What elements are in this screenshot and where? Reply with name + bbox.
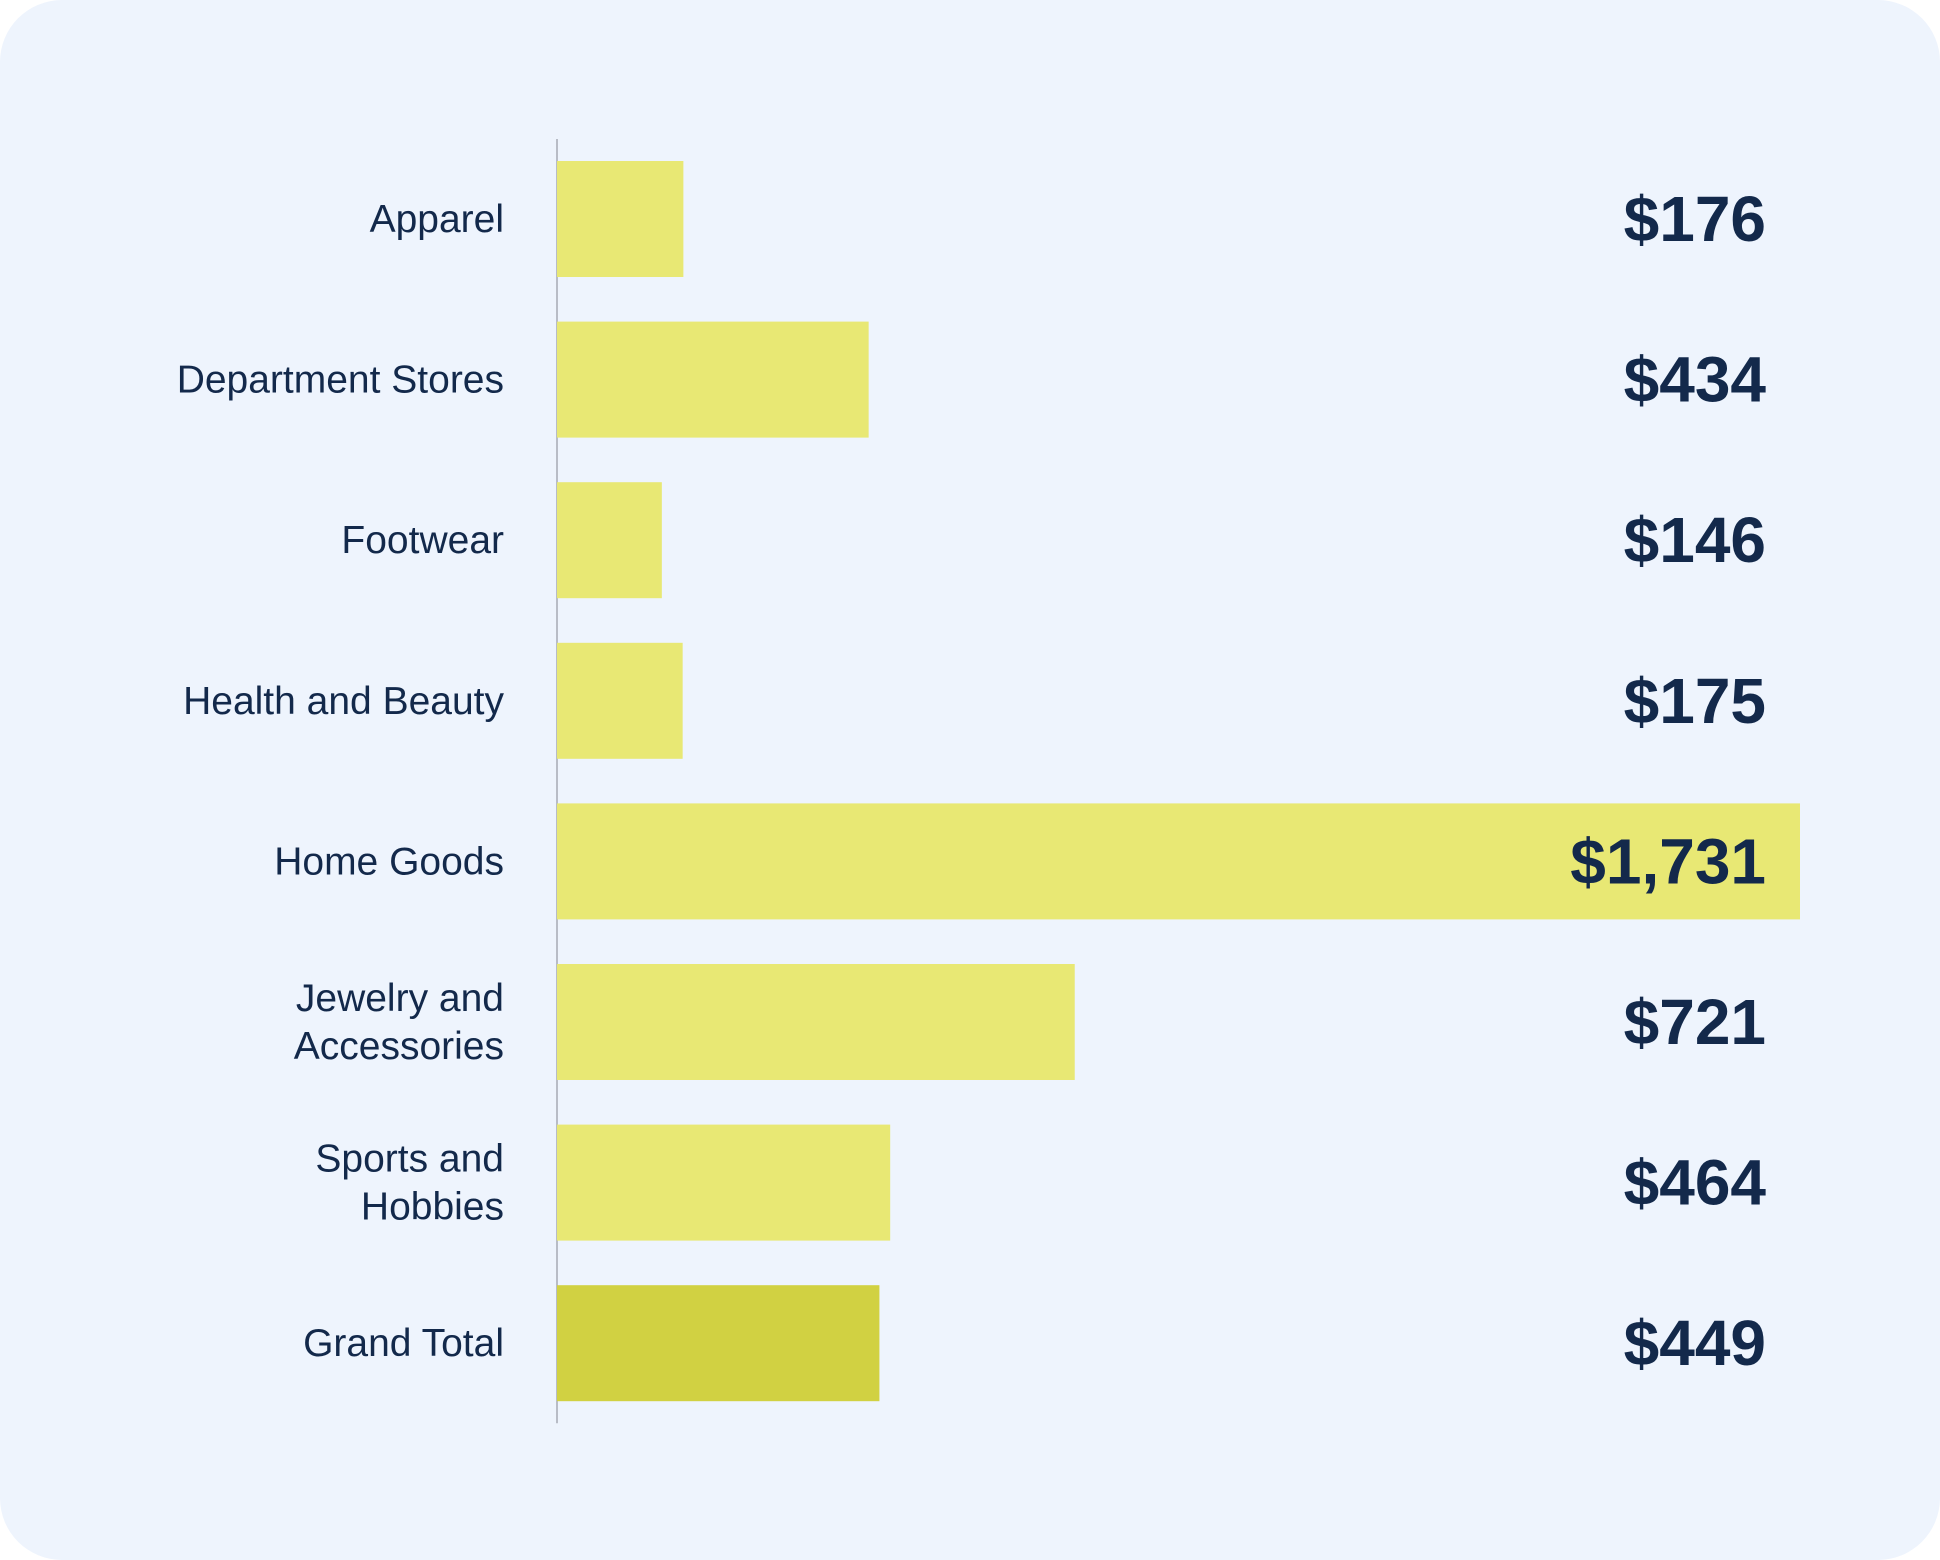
bar-6 — [557, 1124, 891, 1241]
value-label: $434 — [1624, 344, 1767, 416]
category-label: Sports and Hobbies — [315, 1138, 504, 1229]
bar-4 — [557, 803, 1800, 920]
bar-5 — [557, 964, 1075, 1080]
bar-2 — [557, 482, 662, 599]
value-label: $449 — [1624, 1307, 1766, 1379]
bar-3 — [557, 642, 683, 759]
category-label: Apparel — [370, 198, 504, 241]
category-label: Grand Total — [303, 1322, 504, 1365]
value-label: $176 — [1624, 183, 1766, 255]
category-label: Jewelry and Accessories — [294, 977, 504, 1068]
value-label: $464 — [1624, 1147, 1767, 1219]
value-label: $146 — [1624, 504, 1766, 576]
category-label: Footwear — [341, 519, 504, 562]
bar-7 — [557, 1285, 880, 1402]
category-label: Health and Beauty — [183, 680, 504, 723]
category-label: Home Goods — [274, 840, 504, 883]
value-label: $175 — [1624, 665, 1766, 737]
bar-1 — [557, 321, 869, 438]
value-label: $1,731 — [1570, 825, 1766, 897]
value-label: $721 — [1624, 986, 1766, 1058]
bar-0 — [557, 161, 684, 277]
category-label: Department Stores — [177, 359, 504, 402]
